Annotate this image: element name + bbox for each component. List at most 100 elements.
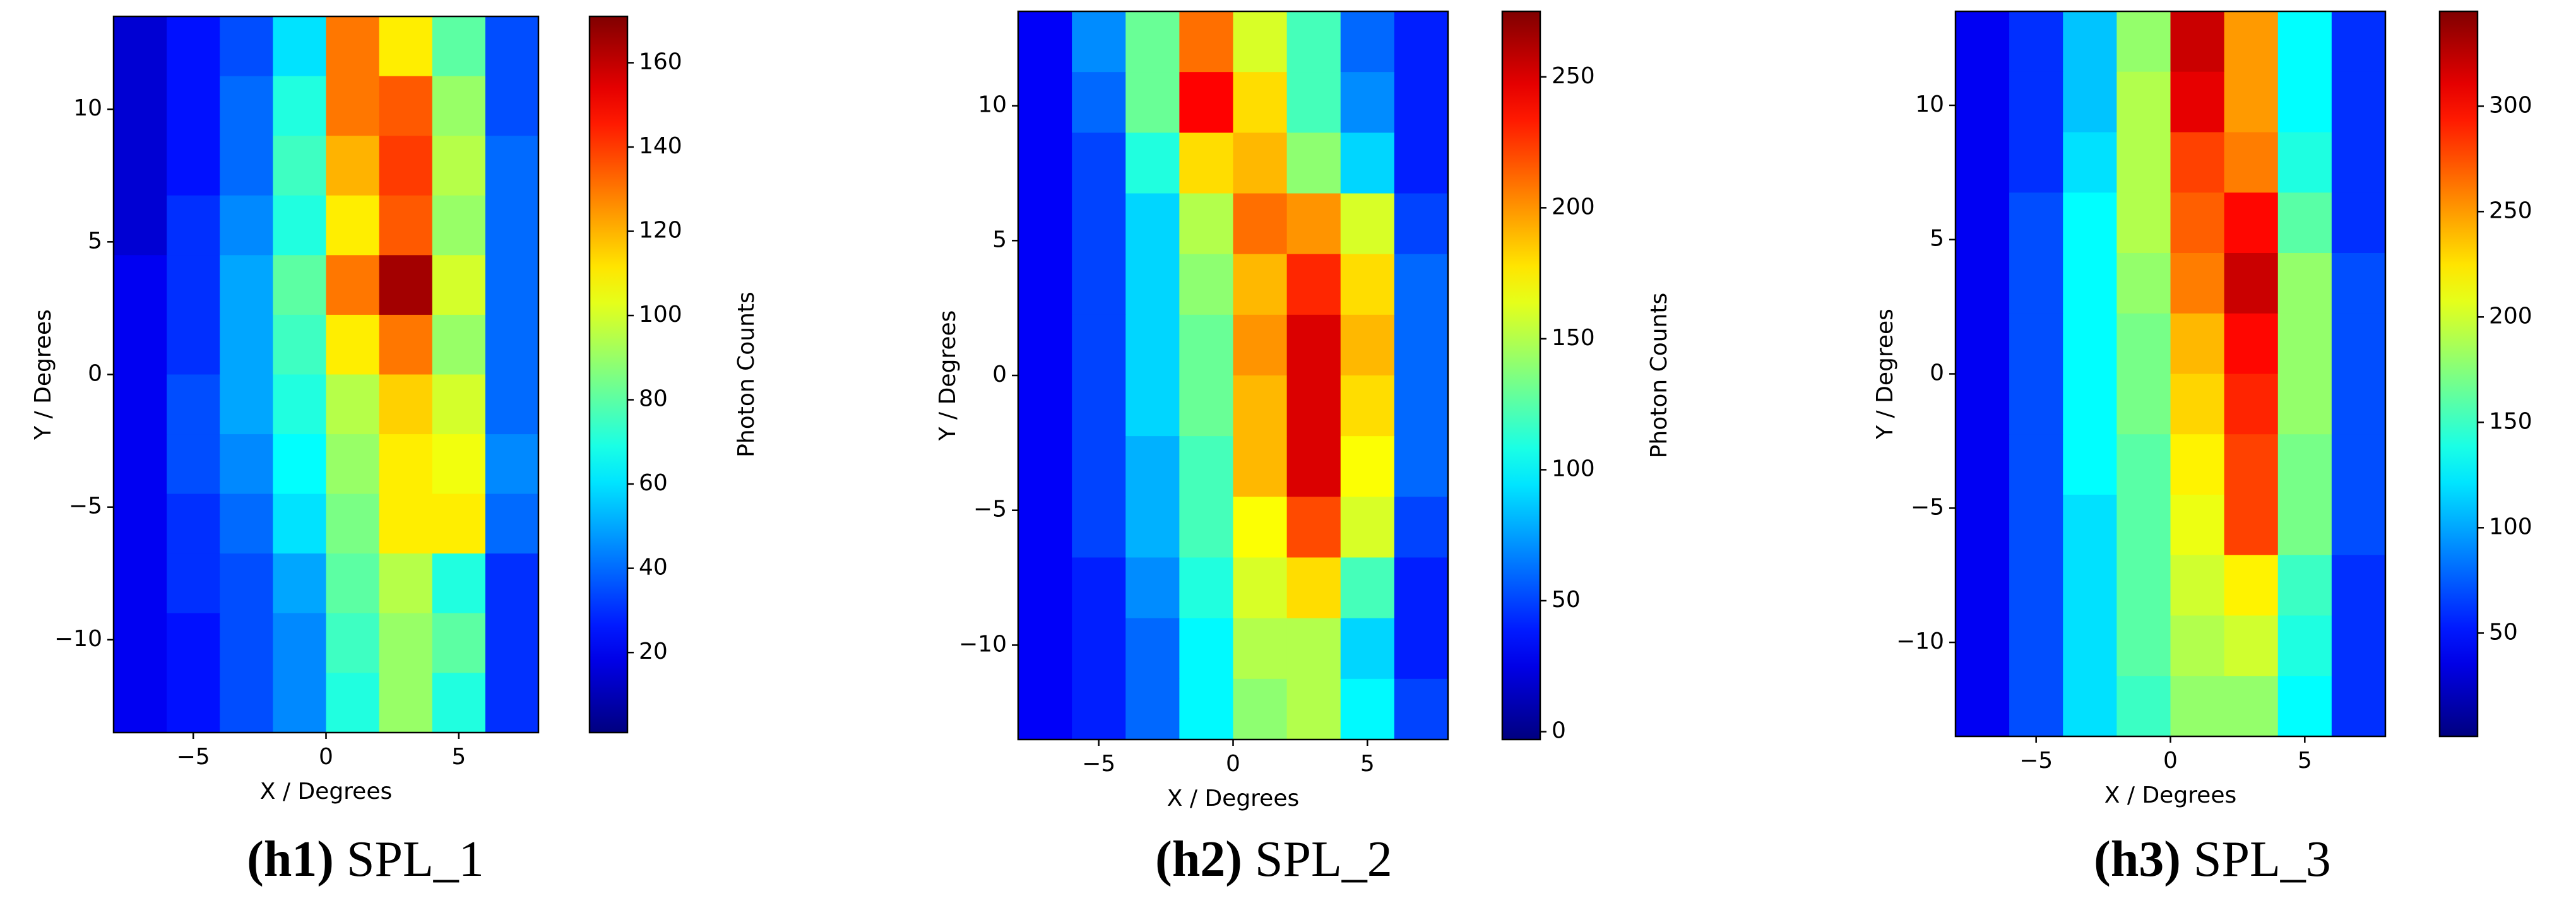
heatmap-cell (1233, 375, 1288, 437)
colorbar-tick-label: 250 (2489, 198, 2532, 223)
heatmap-cell (2331, 11, 2386, 73)
heatmap-cell (1340, 497, 1395, 558)
x-tick-label: 5 (1360, 751, 1375, 777)
y-axis-label: Y / Degrees (935, 310, 961, 442)
heatmap-cell (1286, 314, 1341, 376)
heatmap-cell (2224, 676, 2279, 737)
heatmap-cell (1233, 678, 1288, 740)
heatmap-cell (2009, 676, 2063, 737)
heatmap-cell (2009, 132, 2063, 193)
heatmap-cell (379, 673, 433, 733)
y-tick-label: −10 (959, 631, 1007, 657)
heatmap-cell (1179, 254, 1233, 315)
heatmap-cell (2063, 11, 2117, 73)
x-tick-label: 5 (451, 744, 466, 770)
heatmap-cell (2116, 132, 2171, 193)
heatmap-cell (220, 374, 273, 435)
heatmap-cell (1394, 436, 1449, 497)
heatmap-cell (379, 16, 433, 77)
heatmap-cell (1394, 133, 1449, 194)
heatmap-cell (432, 374, 486, 435)
heatmap-cell (220, 493, 273, 554)
heatmap-cell (2170, 253, 2225, 314)
heatmap-cell (1179, 618, 1233, 680)
colorbar-tick-label: 200 (1552, 194, 1595, 220)
heatmap-cell (220, 673, 273, 733)
heatmap-cell (1340, 133, 1395, 194)
heatmap-cell (326, 613, 380, 673)
heatmap-cell (485, 314, 539, 375)
y-tick-label: 5 (1930, 226, 1944, 252)
heatmap-cell (2063, 71, 2117, 133)
panel-label: (h2) (1155, 832, 1242, 887)
heatmap-cell (273, 195, 326, 256)
heatmap-cell (167, 553, 220, 614)
heatmap-cell (1394, 678, 1449, 740)
colorbar-tick-label: 300 (2489, 92, 2532, 118)
colorbar-frame (588, 15, 629, 734)
heatmap-cell (1018, 193, 1072, 255)
heatmap-cell (2277, 192, 2332, 254)
heatmap-cell (379, 613, 433, 673)
heatmap-cell (2009, 374, 2063, 435)
heatmap-cell (1340, 436, 1395, 497)
heatmap-cell (2170, 676, 2225, 737)
heatmap-cell (326, 673, 380, 733)
panel-title: SPL_2 (1255, 832, 1392, 887)
y-tick-label: 5 (992, 227, 1007, 252)
heatmap-cell (2224, 434, 2279, 495)
colorbar-tick-label: 50 (1552, 587, 1581, 613)
heatmap-cell (432, 493, 486, 554)
heatmap-cell (326, 195, 380, 256)
heatmap-cell (379, 374, 433, 435)
heatmap-cell (485, 673, 539, 733)
heatmap-cell (1394, 314, 1449, 376)
heatmap-cell (2277, 615, 2332, 676)
heatmap-cell (2063, 132, 2117, 193)
heatmap-cell (1233, 72, 1288, 133)
heatmap-cell (1125, 11, 1180, 73)
heatmap-cell (2277, 374, 2332, 435)
heatmap-cell (167, 255, 220, 315)
heatmap-cell (432, 434, 486, 495)
x-tick-label: 5 (2298, 748, 2312, 774)
heatmap-cell (432, 613, 486, 673)
heatmap-cell (2116, 615, 2171, 676)
heatmap-cell (2009, 555, 2063, 616)
heatmap-cell (2116, 313, 2171, 374)
heatmap-cell (326, 255, 380, 315)
heatmap-cell (1286, 11, 1341, 73)
heatmap-cell (485, 434, 539, 495)
heatmap-cell (2009, 71, 2063, 133)
heatmap-cell (2277, 71, 2332, 133)
heatmap-cell (1394, 254, 1449, 315)
x-axis-label: X / Degrees (1167, 786, 1299, 811)
heatmap-cell (273, 553, 326, 614)
colorbar (2440, 11, 2478, 736)
heatmap-cell (1018, 11, 1072, 73)
heatmap-cell (2116, 71, 2171, 133)
heatmap-cell (273, 434, 326, 495)
heatmap-cell (1394, 11, 1449, 73)
colorbar-tick-label: 140 (639, 133, 682, 159)
colorbar-tick-label: 200 (2489, 303, 2532, 329)
heatmap-cell (1179, 436, 1233, 497)
heatmap-cell (1179, 193, 1233, 255)
heatmap-cell (2170, 555, 2225, 616)
heatmap-cell (2331, 676, 2386, 737)
heatmap-cell (2331, 71, 2386, 133)
heatmap-cell (2224, 253, 2279, 314)
x-tick-label: 0 (319, 744, 333, 770)
colorbar-tick-label: 60 (639, 470, 668, 496)
colorbar-label: Photon Counts (733, 292, 759, 457)
heatmap-cell (1125, 133, 1180, 194)
heatmap-cell (1018, 497, 1072, 558)
heatmap-cell (2224, 615, 2279, 676)
heatmap-cell (2170, 192, 2225, 254)
colorbar-frame (2438, 10, 2479, 738)
heatmap-cell (1956, 71, 2010, 133)
heatmap-cell (1394, 557, 1449, 619)
panel-label: (h3) (2094, 832, 2181, 887)
heatmap-cell (1072, 193, 1126, 255)
